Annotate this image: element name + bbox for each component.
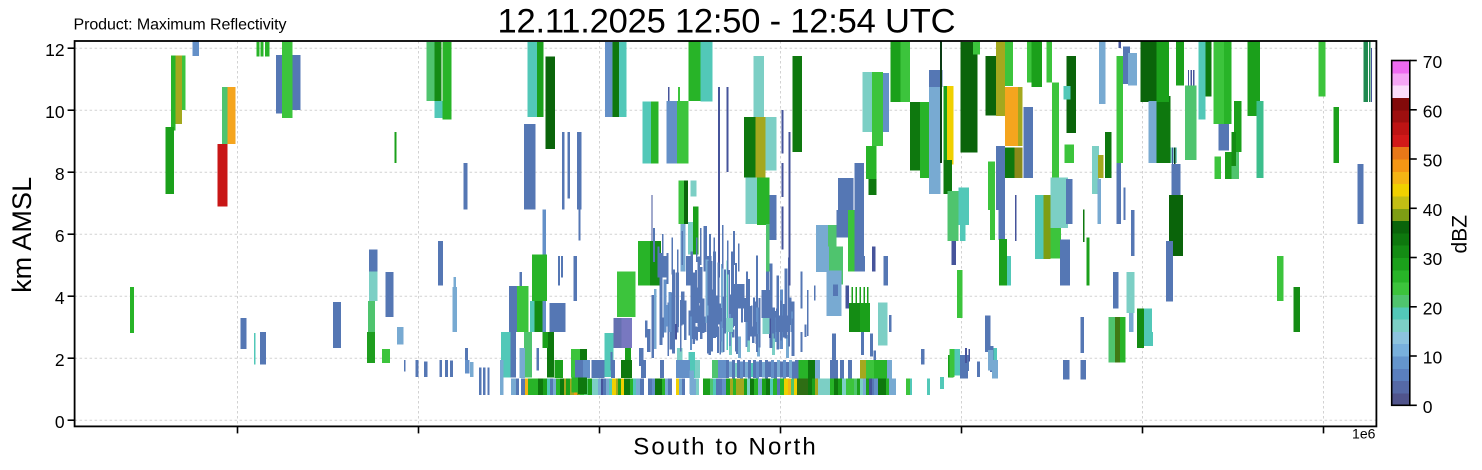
svg-text:1e6: 1e6 [1352, 426, 1376, 442]
svg-text:10: 10 [45, 102, 65, 122]
svg-text:10: 10 [1423, 348, 1443, 368]
svg-text:12: 12 [45, 40, 64, 60]
svg-text:30: 30 [1423, 249, 1443, 269]
svg-text:50: 50 [1423, 151, 1443, 171]
svg-text:2: 2 [55, 350, 65, 370]
svg-text:South to North: South to North [633, 433, 816, 460]
svg-text:40: 40 [1423, 200, 1443, 220]
svg-text:0: 0 [55, 412, 65, 432]
svg-text:12.11.2025 12:50 - 12:54 UTC: 12.11.2025 12:50 - 12:54 UTC [498, 2, 956, 40]
svg-text:Product: Maximum Reflectivity: Product: Maximum Reflectivity [74, 17, 287, 34]
svg-text:km AMSL: km AMSL [7, 177, 37, 293]
svg-text:dBZ: dBZ [1449, 215, 1472, 254]
svg-text:6: 6 [55, 226, 65, 246]
svg-text:4: 4 [55, 288, 65, 308]
svg-text:20: 20 [1423, 298, 1443, 318]
svg-text:60: 60 [1423, 101, 1443, 121]
svg-text:70: 70 [1423, 52, 1443, 72]
svg-text:0: 0 [1423, 397, 1433, 417]
svg-text:8: 8 [55, 164, 65, 184]
